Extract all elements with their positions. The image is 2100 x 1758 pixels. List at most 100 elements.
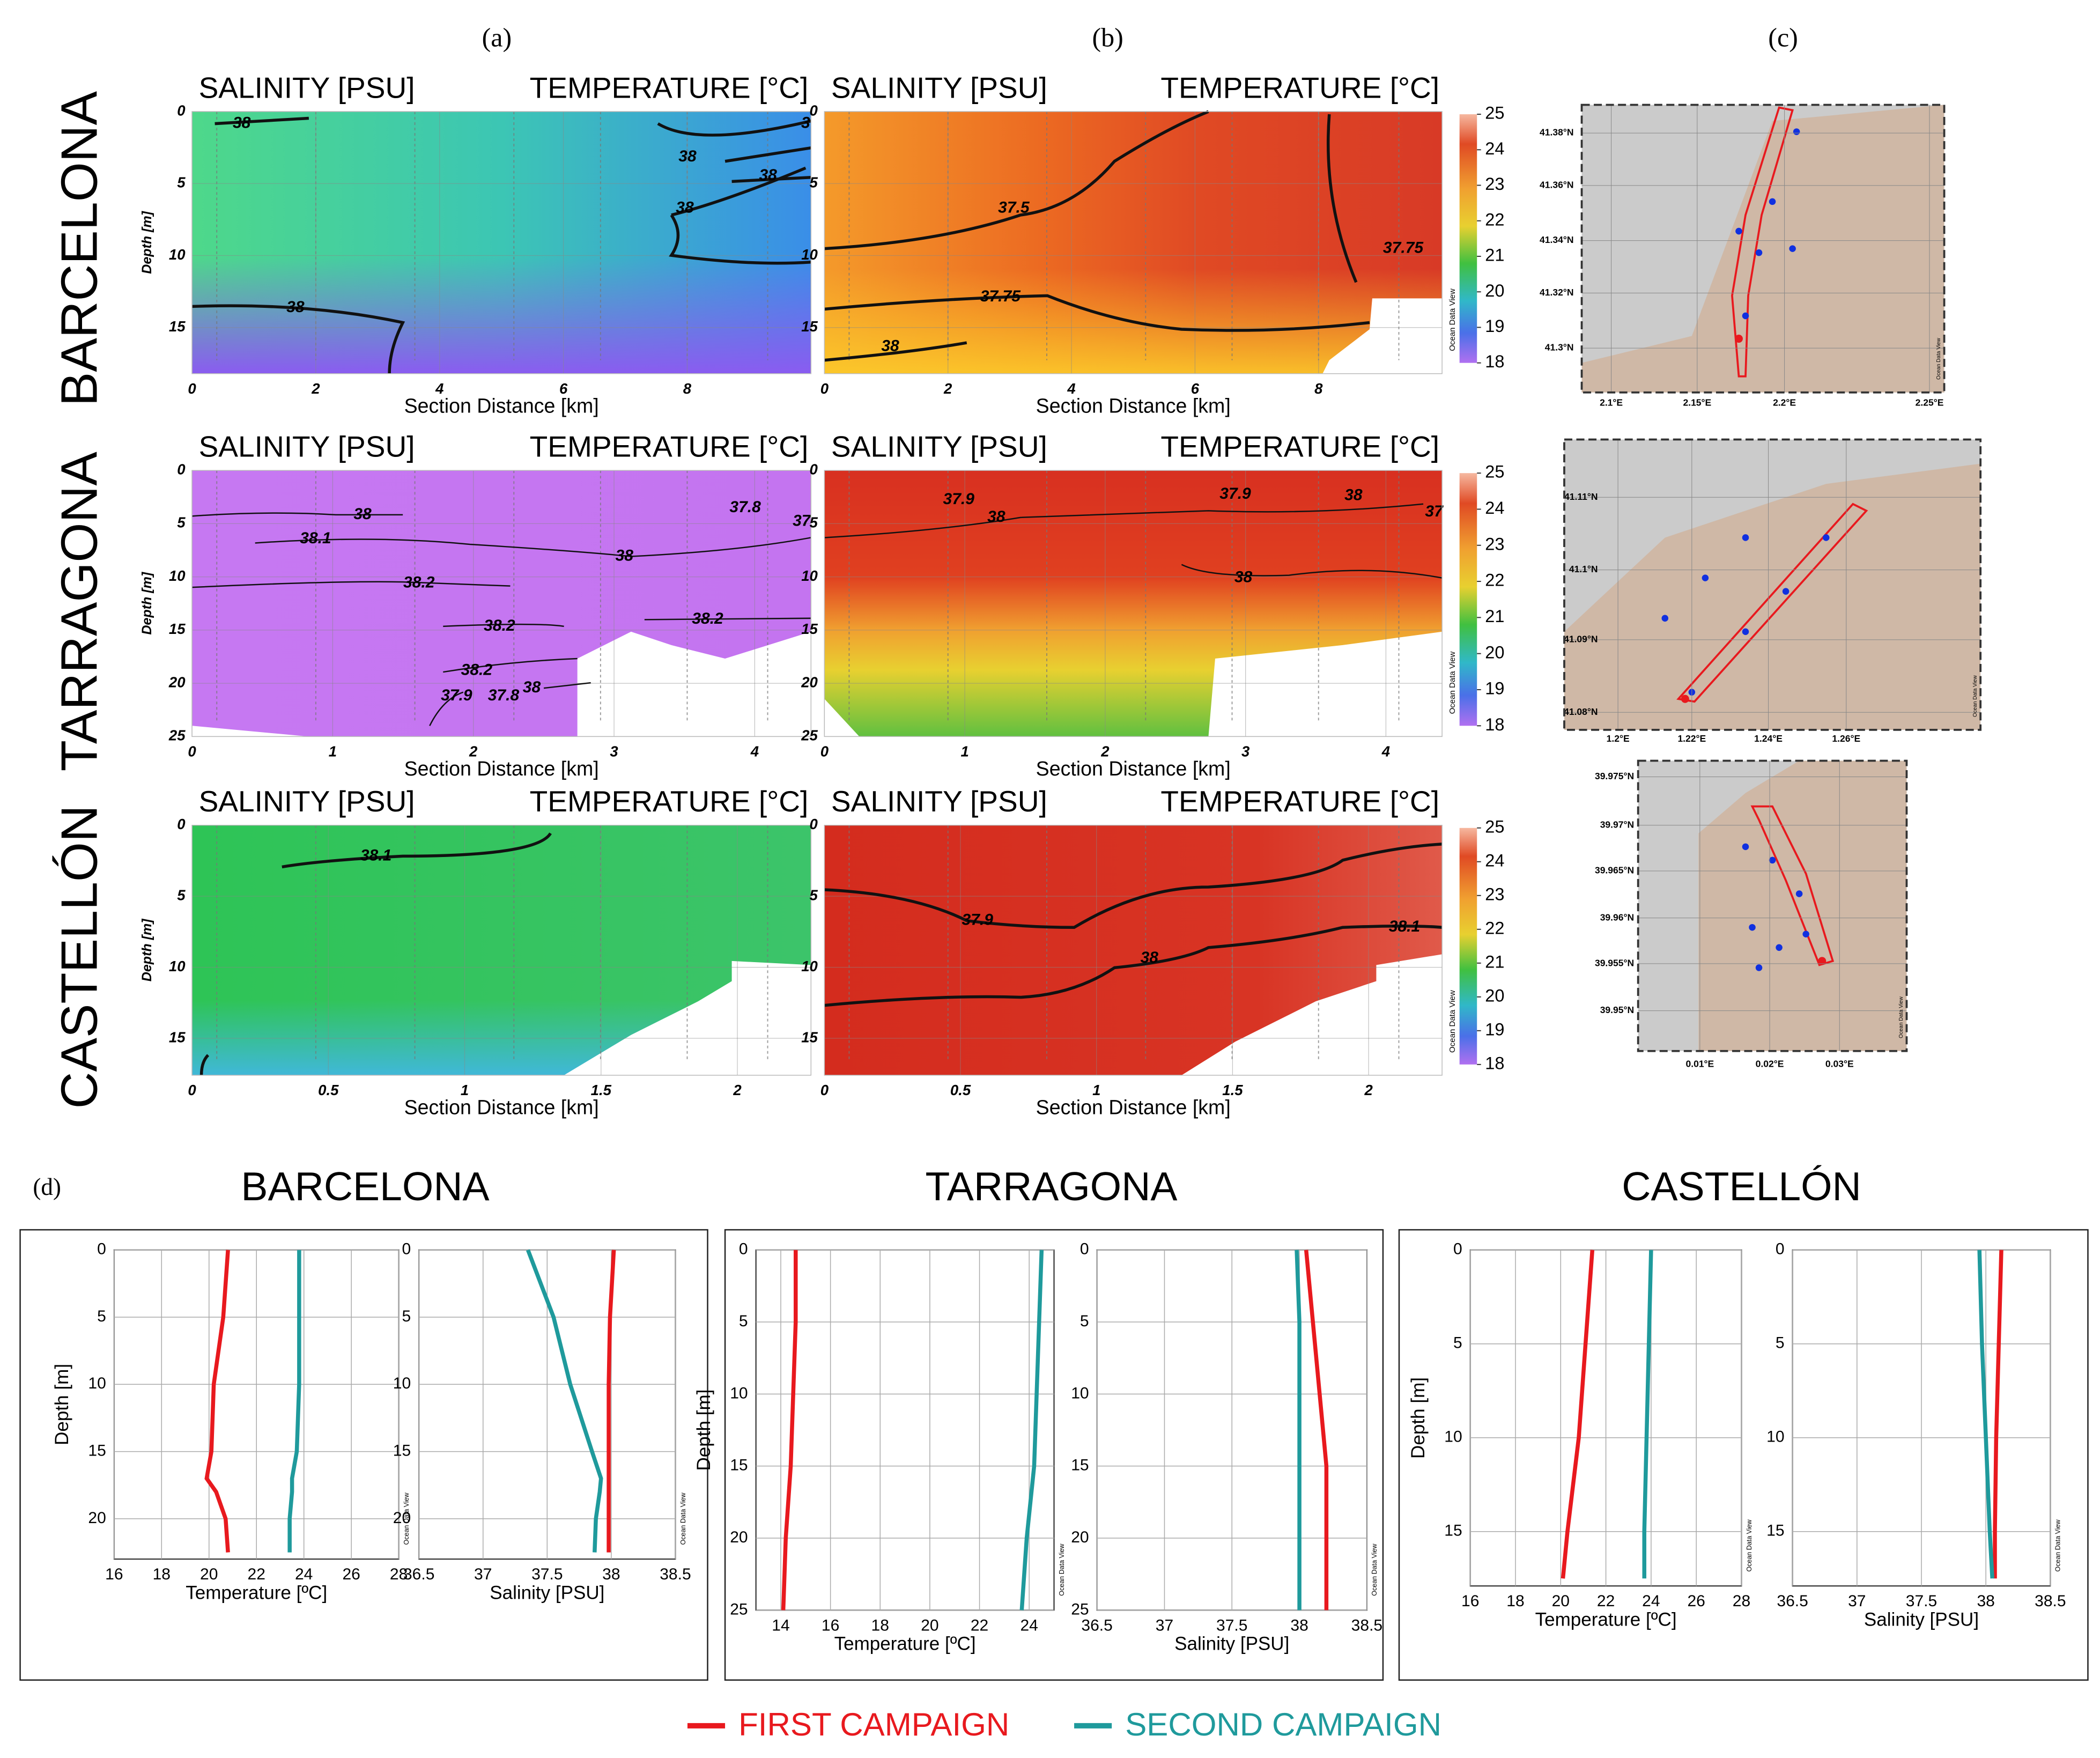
y-tick-label: 15 xyxy=(88,1442,106,1460)
map-station xyxy=(1742,628,1749,636)
credit: Ocean Data View xyxy=(403,1492,410,1545)
x-tick-label: 4 xyxy=(435,380,443,397)
y-tick-label: 25 xyxy=(801,727,818,744)
field-overlay xyxy=(192,112,811,374)
lon-label: 0.02°E xyxy=(1756,1058,1784,1069)
y-tick-label: 25 xyxy=(168,727,186,744)
y-tick-label: 25 xyxy=(1071,1600,1089,1618)
x-tick-label: 38 xyxy=(1290,1616,1308,1634)
x-tick-label: 2 xyxy=(1100,743,1110,760)
lon-label: 2.25°E xyxy=(1916,397,1944,408)
contour-label: 38.2 xyxy=(484,617,515,634)
contour-line xyxy=(669,214,811,265)
y-tick-label: 15 xyxy=(169,621,186,637)
y-tick-label: 0 xyxy=(810,816,818,832)
profile-frame xyxy=(1398,1229,2089,1681)
credit: Ocean Data View xyxy=(1898,996,1904,1038)
section-title: SALINITY [PSU] xyxy=(199,430,415,463)
contour-label: 37.8 xyxy=(729,498,761,516)
map-station xyxy=(1795,890,1803,897)
y-tick-label: 15 xyxy=(801,318,818,335)
y-tick-label: 0 xyxy=(402,1240,411,1258)
y-tick-label: 0 xyxy=(1453,1240,1462,1258)
credit: Ocean Data View xyxy=(2054,1519,2062,1571)
section-title: SALINITY [PSU] xyxy=(831,71,1047,104)
no-data-area xyxy=(564,961,811,1075)
lat-label: 39.96°N xyxy=(1600,912,1634,922)
section-title: SALINITY [PSU] xyxy=(831,785,1047,818)
map-station xyxy=(1769,198,1776,205)
x-tick-label: 24 xyxy=(295,1565,313,1583)
contour-line xyxy=(543,682,591,689)
map-station xyxy=(1661,615,1669,622)
profile-frame xyxy=(724,1229,1384,1681)
x-axis-label: Temperature [ºC] xyxy=(1535,1609,1677,1630)
x-tick-label: 26 xyxy=(1687,1592,1705,1610)
map-land xyxy=(1698,760,1907,1051)
map-frame xyxy=(1637,759,1908,1052)
x-tick-label: 28 xyxy=(1733,1592,1750,1610)
plot-frame xyxy=(191,470,812,737)
lon-label: 2.15°E xyxy=(1683,397,1711,408)
profile-line xyxy=(1993,1250,2003,1579)
lat-label: 39.955°N xyxy=(1595,958,1634,969)
x-tick-label: 0 xyxy=(188,380,196,397)
contour-label: 38.1 xyxy=(1389,918,1420,935)
profile-line xyxy=(781,1250,798,1611)
x-tick-label: 1 xyxy=(329,743,337,760)
colorbar-tick-label: 24 xyxy=(1485,139,1504,158)
no-data-area xyxy=(1208,631,1443,737)
colorbar-tick-label: 20 xyxy=(1485,281,1504,300)
y-tick-label: 0 xyxy=(739,1240,748,1258)
x-tick-label: 2 xyxy=(733,1082,742,1098)
contour-line xyxy=(199,1054,210,1075)
x-tick-label: 20 xyxy=(921,1616,938,1634)
y-tick-label: 10 xyxy=(801,958,818,974)
contour-line xyxy=(824,341,967,362)
x-tick-label: 2 xyxy=(943,380,952,397)
y-tick-label: 15 xyxy=(1766,1522,1784,1540)
y-tick-label: 5 xyxy=(402,1308,411,1325)
colorbar-tick-label: 22 xyxy=(1485,918,1504,937)
x-tick-label: 36.5 xyxy=(1777,1592,1808,1610)
x-tick-label: 20 xyxy=(1552,1592,1570,1610)
x-tick-label: 0.5 xyxy=(318,1082,339,1098)
y-tick-label: 15 xyxy=(169,1029,186,1045)
x-tick-label: 2 xyxy=(469,743,478,760)
map-station-start xyxy=(1818,957,1827,965)
contour-line xyxy=(644,617,811,621)
x-tick-label: 8 xyxy=(683,380,692,397)
y-tick-label: 0 xyxy=(1080,1240,1089,1258)
section-title: SALINITY [PSU] xyxy=(199,785,415,818)
no-data-area xyxy=(1181,954,1443,1075)
contour-label: 38 xyxy=(616,546,634,564)
section-title: TEMPERATURE [°C] xyxy=(530,71,809,104)
y-tick-label: 25 xyxy=(730,1600,748,1618)
contour-line xyxy=(824,843,1443,929)
profile-line xyxy=(1642,1250,1653,1579)
x-tick-label: 1 xyxy=(461,1082,469,1098)
y-tick-label: 20 xyxy=(1071,1528,1089,1546)
y-tick-label: 15 xyxy=(801,1029,818,1045)
x-tick-label: 38 xyxy=(602,1565,620,1583)
x-tick-label: 37.5 xyxy=(1906,1592,1937,1610)
x-tick-label: 14 xyxy=(772,1616,789,1634)
x-tick-label: 38.5 xyxy=(2035,1592,2066,1610)
x-axis-label: Section Distance [km] xyxy=(404,757,599,780)
x-tick-label: 36.5 xyxy=(403,1565,434,1583)
y-tick-label: 15 xyxy=(730,1457,748,1474)
y-axis-label: Depth [m] xyxy=(51,1364,72,1445)
x-tick-label: 37 xyxy=(474,1565,492,1583)
map-land xyxy=(1564,463,1981,730)
y-axis-label: Depth [m] xyxy=(693,1390,714,1471)
y-tick-label: 10 xyxy=(393,1375,411,1392)
x-axis-label: Salinity [PSU] xyxy=(1174,1634,1289,1654)
contour-label: 38 xyxy=(678,147,697,165)
x-tick-label: 0.5 xyxy=(950,1082,971,1098)
section-title: TEMPERATURE [°C] xyxy=(530,430,809,463)
lon-label: 1.22°E xyxy=(1677,733,1706,744)
profile-line xyxy=(204,1250,230,1553)
contour-line xyxy=(443,623,564,627)
map-station xyxy=(1742,534,1749,541)
contour-label: 38.1 xyxy=(360,846,391,864)
